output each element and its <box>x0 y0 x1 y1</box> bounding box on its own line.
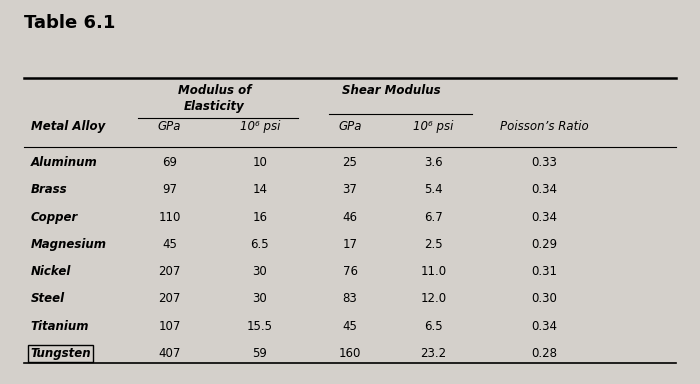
Text: Poisson’s Ratio: Poisson’s Ratio <box>500 120 589 133</box>
Text: 2.5: 2.5 <box>424 238 442 251</box>
Text: 10⁶ psi: 10⁶ psi <box>413 120 454 133</box>
Text: 23.2: 23.2 <box>420 347 447 360</box>
Text: 6.7: 6.7 <box>424 210 442 223</box>
Text: 0.28: 0.28 <box>531 347 557 360</box>
Text: Aluminum: Aluminum <box>31 156 97 169</box>
Text: 45: 45 <box>342 319 358 333</box>
Text: 6.5: 6.5 <box>424 319 442 333</box>
Text: 15.5: 15.5 <box>246 319 273 333</box>
Text: 110: 110 <box>158 210 181 223</box>
Text: 0.31: 0.31 <box>531 265 557 278</box>
Text: 30: 30 <box>252 292 267 305</box>
Text: 10⁶ psi: 10⁶ psi <box>239 120 280 133</box>
Text: 407: 407 <box>158 347 181 360</box>
Text: 0.34: 0.34 <box>531 319 557 333</box>
Text: Copper: Copper <box>31 210 78 223</box>
Text: GPa: GPa <box>158 120 181 133</box>
Text: 10: 10 <box>252 156 267 169</box>
Text: 37: 37 <box>342 183 358 196</box>
Text: 3.6: 3.6 <box>424 156 442 169</box>
Text: 0.34: 0.34 <box>531 183 557 196</box>
Text: GPa: GPa <box>338 120 362 133</box>
Text: 17: 17 <box>342 238 358 251</box>
Text: 14: 14 <box>252 183 267 196</box>
Text: 6.5: 6.5 <box>251 238 269 251</box>
Text: 0.29: 0.29 <box>531 238 557 251</box>
Text: 97: 97 <box>162 183 177 196</box>
Text: Nickel: Nickel <box>31 265 71 278</box>
Text: 76: 76 <box>342 265 358 278</box>
Text: Modulus of
Elasticity: Modulus of Elasticity <box>178 84 251 113</box>
Text: 11.0: 11.0 <box>420 265 447 278</box>
Text: 69: 69 <box>162 156 177 169</box>
Text: Metal Alloy: Metal Alloy <box>31 120 105 133</box>
Text: Steel: Steel <box>31 292 64 305</box>
Text: 207: 207 <box>158 292 181 305</box>
Text: 107: 107 <box>158 319 181 333</box>
Text: Tungsten: Tungsten <box>31 347 91 360</box>
Text: 59: 59 <box>252 347 267 360</box>
Text: Titanium: Titanium <box>31 319 89 333</box>
Text: 160: 160 <box>339 347 361 360</box>
Text: 30: 30 <box>252 265 267 278</box>
Text: 0.30: 0.30 <box>531 292 557 305</box>
Text: Table 6.1: Table 6.1 <box>24 14 115 32</box>
Text: 0.34: 0.34 <box>531 210 557 223</box>
Text: Shear Modulus: Shear Modulus <box>342 84 441 97</box>
Text: Brass: Brass <box>31 183 67 196</box>
Text: 0.33: 0.33 <box>531 156 557 169</box>
Text: 12.0: 12.0 <box>420 292 447 305</box>
Text: 25: 25 <box>342 156 358 169</box>
Text: 207: 207 <box>158 265 181 278</box>
Text: 16: 16 <box>252 210 267 223</box>
Text: 83: 83 <box>342 292 358 305</box>
Text: 46: 46 <box>342 210 358 223</box>
Text: 5.4: 5.4 <box>424 183 442 196</box>
Text: Magnesium: Magnesium <box>31 238 106 251</box>
Text: 45: 45 <box>162 238 177 251</box>
